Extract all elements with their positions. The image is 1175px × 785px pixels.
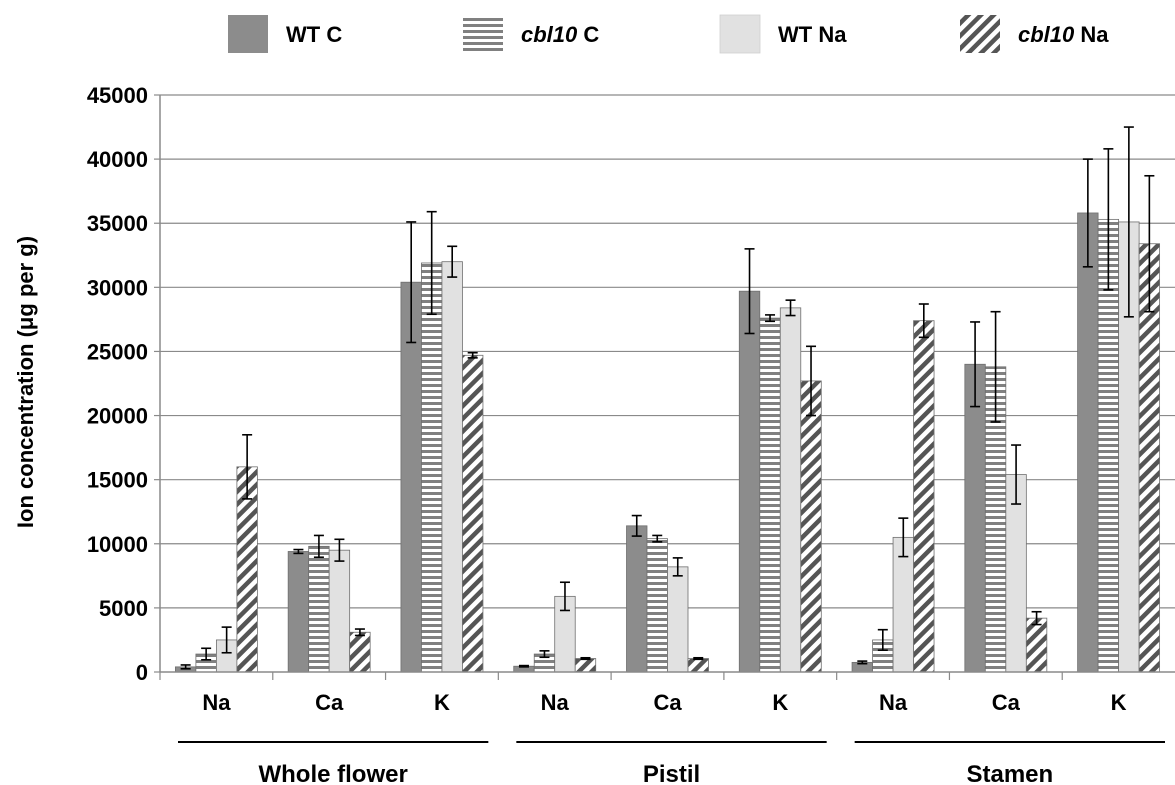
legend-label: cbl10 Na xyxy=(1018,22,1109,47)
bar xyxy=(421,262,443,673)
bar xyxy=(574,658,597,673)
y-tick-label: 30000 xyxy=(87,275,148,300)
bar xyxy=(646,538,668,673)
bar xyxy=(349,631,371,673)
bar xyxy=(1025,617,1048,673)
bar xyxy=(328,549,351,673)
x-tick-label: Na xyxy=(202,690,231,715)
y-tick-label: 40000 xyxy=(87,147,148,172)
y-tick-label: 25000 xyxy=(87,339,148,364)
legend-swatch xyxy=(960,15,1000,53)
x-tick-label: K xyxy=(772,690,788,715)
y-tick-label: 10000 xyxy=(87,532,148,557)
legend: WT C cbl10 C WT Na cbl10 Na xyxy=(228,14,1109,54)
x-tick-label: Ca xyxy=(653,690,682,715)
x-tick-label: Ca xyxy=(315,690,344,715)
y-axis-title: Ion concentration (μg per g) xyxy=(13,236,38,528)
bar xyxy=(626,525,648,673)
bar xyxy=(759,317,781,673)
axes: 0 5000 10000 15000 20000 25000 30000 35000 40000… xyxy=(87,83,1175,785)
group-label: Pistil xyxy=(643,761,700,785)
x-tick-label: Na xyxy=(879,690,908,715)
gridlines xyxy=(160,94,1175,609)
bar xyxy=(462,354,484,673)
legend-label: WT C xyxy=(286,22,342,47)
group-label: Whole flower xyxy=(258,761,407,785)
y-tick-label: 45000 xyxy=(87,83,148,108)
bars xyxy=(174,126,1161,673)
bar xyxy=(892,536,914,673)
y-tick-label: 35000 xyxy=(87,211,148,236)
x-tick-label: K xyxy=(1111,690,1127,715)
y-tick-label: 20000 xyxy=(87,404,148,429)
legend-label: cbl10 C xyxy=(521,22,599,47)
bar xyxy=(667,566,689,673)
bar xyxy=(308,545,330,673)
bar xyxy=(441,261,463,673)
y-tick-label: 15000 xyxy=(87,468,148,493)
bar xyxy=(687,658,709,673)
bar xyxy=(738,290,761,673)
legend-swatch xyxy=(228,15,268,53)
x-tick-label: K xyxy=(434,690,450,715)
bar xyxy=(779,307,802,673)
y-tick-label: 0 xyxy=(136,660,148,685)
group-label: Stamen xyxy=(966,761,1053,785)
bar xyxy=(913,320,935,673)
x-tick-label: Na xyxy=(541,690,570,715)
bar xyxy=(287,551,310,673)
legend-swatch xyxy=(463,15,503,53)
bar xyxy=(964,363,986,673)
bar xyxy=(800,380,822,673)
legend-swatch xyxy=(719,14,761,54)
x-tick-label: Ca xyxy=(992,690,1021,715)
y-tick-label: 5000 xyxy=(99,596,148,621)
legend-label: WT Na xyxy=(778,22,847,47)
bar xyxy=(1077,212,1099,673)
